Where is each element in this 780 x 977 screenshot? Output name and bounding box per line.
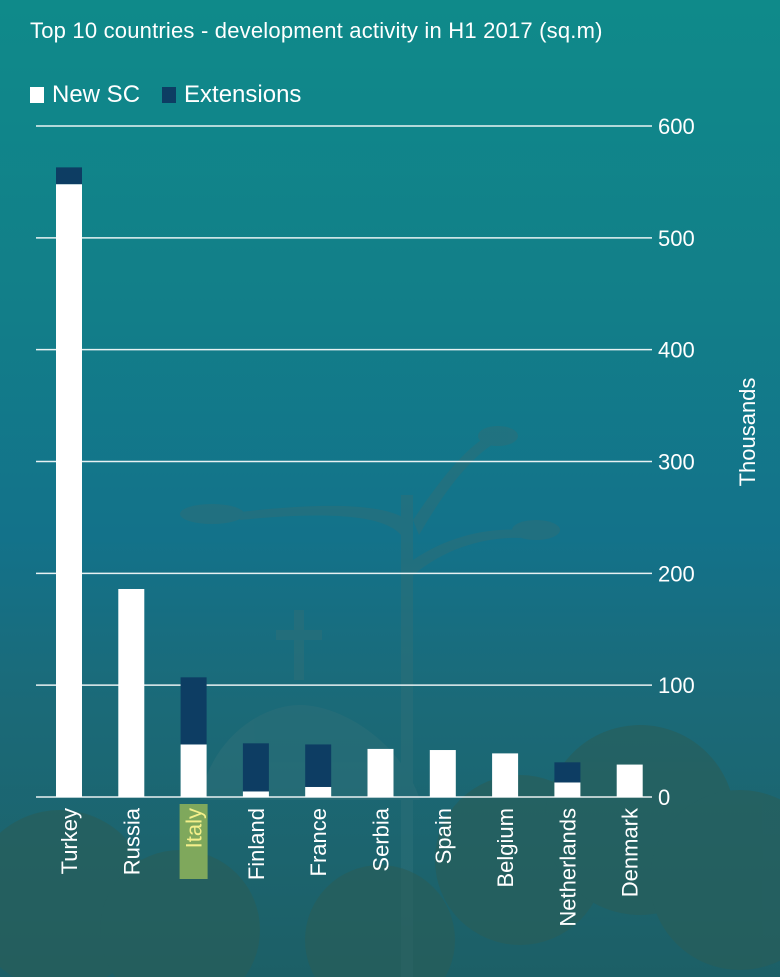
legend-item-extensions: Extensions xyxy=(162,81,301,109)
lamp-pole-silhouette xyxy=(401,495,413,977)
bar-france-new-sc xyxy=(305,786,332,797)
bar-netherlands-new-sc xyxy=(554,782,581,797)
x-tick-label-italy: Italy xyxy=(182,808,207,848)
y-tick-label-500: 500 xyxy=(658,226,695,251)
chart-legend: New SC Extensions xyxy=(30,80,301,110)
bar-netherlands-extensions xyxy=(554,762,581,783)
cross-silhouette xyxy=(294,610,304,680)
x-tick-label-netherlands: Netherlands xyxy=(555,808,580,927)
bar-france-extensions xyxy=(305,744,332,787)
y-tick-label-300: 300 xyxy=(658,450,695,475)
x-tick-label-france: France xyxy=(306,808,331,876)
x-tick-label-finland: Finland xyxy=(244,808,269,880)
trees-silhouette xyxy=(0,725,780,977)
legend-label-new-sc: New SC xyxy=(52,81,141,108)
x-tick-label-denmark: Denmark xyxy=(618,807,643,897)
y-tick-label-400: 400 xyxy=(658,338,695,363)
category-highlight-italy xyxy=(179,804,208,879)
bar-russia-new-sc xyxy=(118,588,145,797)
y-tick-label-600: 600 xyxy=(658,114,695,139)
bar-italy-extensions xyxy=(180,677,207,745)
x-tick-label-belgium: Belgium xyxy=(493,808,518,887)
bar-spain-new-sc xyxy=(429,750,456,797)
chart-title: Top 10 countries - development activity … xyxy=(30,18,603,43)
bar-belgium-new-sc xyxy=(492,753,519,797)
bar-denmark-new-sc xyxy=(616,764,643,797)
bar-turkey-new-sc xyxy=(56,184,82,798)
x-tick-label-serbia: Serbia xyxy=(369,807,394,871)
bar-serbia-new-sc xyxy=(367,748,394,797)
bar-turkey-extensions xyxy=(56,167,82,185)
x-tick-label-turkey: Turkey xyxy=(57,808,82,874)
y-tick-label-0: 0 xyxy=(658,785,670,810)
legend-swatch-extensions xyxy=(162,87,177,103)
bar-finland-new-sc xyxy=(242,791,269,797)
bar-finland-extensions xyxy=(242,743,269,792)
y-tick-label-200: 200 xyxy=(658,561,695,586)
bar-italy-new-sc xyxy=(180,744,207,797)
legend-label-extensions: Extensions xyxy=(184,81,302,108)
legend-item-new-sc: New SC xyxy=(30,81,140,109)
y-tick-label-100: 100 xyxy=(658,673,695,698)
x-tick-label-spain: Spain xyxy=(431,808,456,864)
legend-swatch-new-sc xyxy=(30,87,44,103)
x-tick-label-russia: Russia xyxy=(119,807,144,875)
